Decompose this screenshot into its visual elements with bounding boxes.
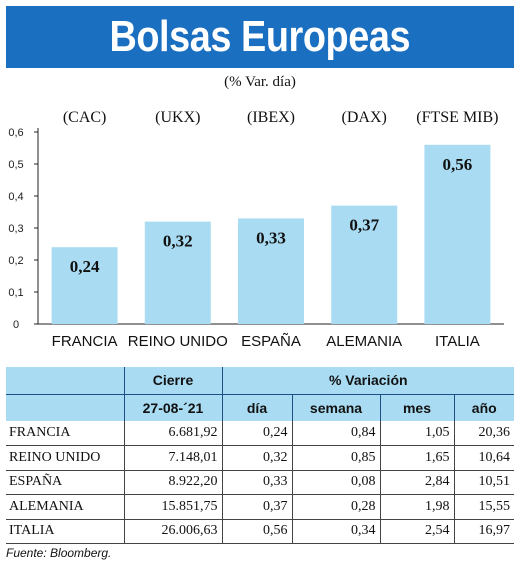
index-code-label: (CAC) <box>63 109 107 126</box>
index-code-label: (UKX) <box>155 109 200 126</box>
table-row: ALEMANIA 15.851,75 0,37 0,28 1,98 15,55 <box>6 494 514 520</box>
index-code-label: (IBEX) <box>247 109 295 126</box>
y-tick-label: 0 <box>13 319 19 331</box>
data-label: 0,32 <box>163 232 193 251</box>
source-note: Fuente: Bloomberg. <box>6 546 112 560</box>
data-label: 0,24 <box>70 257 100 276</box>
dia-cell: 0,37 <box>221 494 292 520</box>
bar <box>51 247 118 324</box>
ano-cell: 10,64 <box>453 445 514 471</box>
data-label: 0,33 <box>256 228 286 247</box>
semana-cell: 0,85 <box>291 445 380 471</box>
country-cell: FRANCIA <box>6 421 124 446</box>
y-tick-label: 0,2 <box>8 255 23 267</box>
semana-cell: 0,28 <box>291 494 380 520</box>
bar <box>238 218 304 324</box>
dia-cell: 0,33 <box>221 470 292 495</box>
dia-cell: 0,32 <box>221 445 292 471</box>
cierre-cell: 26.006,63 <box>123 519 222 544</box>
bar <box>424 144 491 324</box>
cierre-cell: 7.148,01 <box>123 445 222 471</box>
y-tick-label: 0,1 <box>8 287 23 299</box>
y-tick-label: 0,5 <box>8 159 23 171</box>
mes-cell: 1,98 <box>379 494 454 520</box>
index-code-label: (FTSE MIB) <box>416 109 498 126</box>
title-bar: Bolsas Europeas <box>6 6 514 68</box>
chart-subtitle: (% Var. día) <box>224 74 296 90</box>
semana-cell: 0,34 <box>291 519 380 544</box>
x-category-label: FRANCIA <box>52 333 118 350</box>
ano-cell: 10,51 <box>453 470 514 495</box>
header-semana: semana <box>291 394 380 421</box>
header-mes: mes <box>379 394 454 421</box>
cierre-cell: 8.922,20 <box>123 470 222 495</box>
index-code-label: (DAX) <box>342 109 387 126</box>
x-category-label: ALEMANIA <box>326 333 402 350</box>
bar <box>331 205 398 324</box>
table-row: ESPAÑA 8.922,20 0,33 0,08 2,84 10,51 <box>6 470 514 495</box>
dia-cell: 0,56 <box>221 519 292 544</box>
table-header-blank-2 <box>6 394 124 421</box>
country-cell: ITALIA <box>6 519 124 544</box>
cierre-cell: 6.681,92 <box>123 421 222 446</box>
data-label: 0,37 <box>349 216 379 235</box>
mes-cell: 1,05 <box>379 421 454 446</box>
table-header-blank <box>6 367 124 395</box>
country-cell: REINO UNIDO <box>6 445 124 471</box>
mes-cell: 1,65 <box>379 445 454 471</box>
bar <box>144 221 211 324</box>
header-dia: día <box>221 394 292 421</box>
country-cell: ALEMANIA <box>6 494 124 520</box>
table-row: REINO UNIDO 7.148,01 0,32 0,85 1,65 10,6… <box>6 445 514 471</box>
ano-cell: 20,36 <box>453 421 514 446</box>
header-cierre: Cierre <box>123 367 222 395</box>
data-label: 0,56 <box>443 155 473 174</box>
ano-cell: 15,55 <box>453 494 514 520</box>
x-category-label: ESPAÑA <box>241 333 301 350</box>
table-row: FRANCIA 6.681,92 0,24 0,84 1,05 20,36 <box>6 421 514 446</box>
x-category-label: ITALIA <box>435 333 480 350</box>
mes-cell: 2,54 <box>379 519 454 544</box>
page-title: Bolsas Europeas <box>109 12 411 61</box>
header-variacion: % Variación <box>221 367 514 395</box>
bar-chart: 0 0,1 0,2 0,3 0,4 0,5 0,6 0,24 FRANCIA (CAC) 0,32 R… <box>8 109 504 350</box>
y-tick-label: 0,4 <box>8 191 23 203</box>
ano-cell: 16,97 <box>453 519 514 544</box>
header-ano: año <box>453 394 514 421</box>
y-tick-label: 0,6 <box>8 127 23 139</box>
y-tick-label: 0,3 <box>8 223 23 235</box>
cierre-cell: 15.851,75 <box>123 494 222 520</box>
dia-cell: 0,24 <box>221 421 292 446</box>
header-date: 27-08-´21 <box>123 394 222 421</box>
stock-table: Cierre % Variación 27-08-´21 día semana … <box>6 367 514 544</box>
x-category-label: REINO UNIDO <box>128 333 228 350</box>
country-cell: ESPAÑA <box>6 470 124 495</box>
table-row: ITALIA 26.006,63 0,56 0,34 2,54 16,97 <box>6 519 514 544</box>
semana-cell: 0,08 <box>291 470 380 495</box>
mes-cell: 2,84 <box>379 470 454 495</box>
semana-cell: 0,84 <box>291 421 380 446</box>
